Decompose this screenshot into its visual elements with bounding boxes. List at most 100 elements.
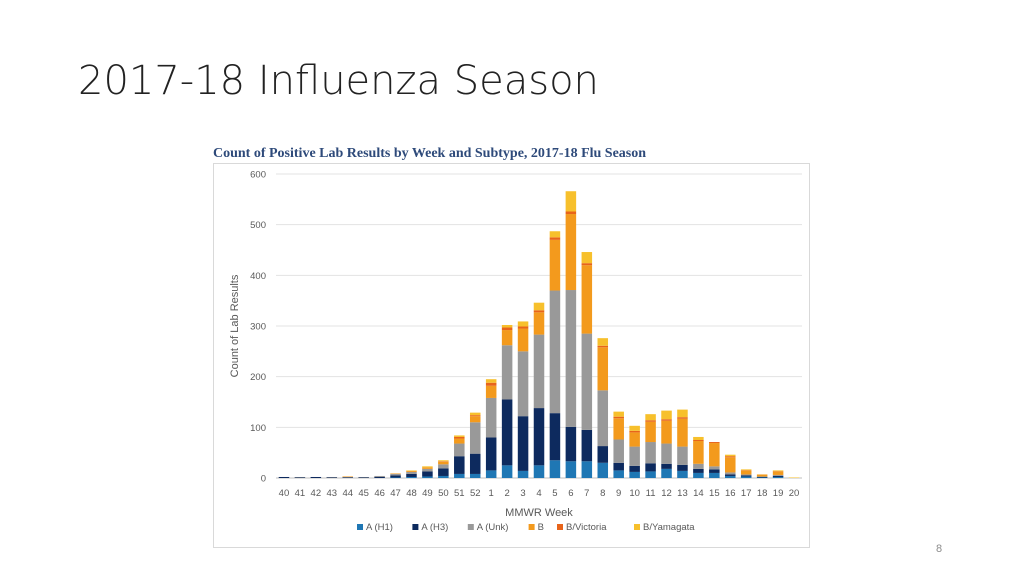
bar-segment	[517, 328, 529, 352]
x-tick-label: 13	[677, 488, 688, 499]
bar-segment	[629, 432, 640, 447]
bar-segment	[485, 397, 497, 438]
bar-segment	[565, 211, 577, 215]
bar-segment	[422, 471, 433, 477]
bar-segment	[454, 456, 465, 474]
bar-segment	[629, 446, 640, 466]
bar-segment	[438, 464, 449, 469]
legend-swatch	[528, 524, 535, 530]
bar-segment	[533, 312, 545, 335]
x-tick-label: 20	[789, 488, 800, 499]
bar-segment	[597, 446, 609, 463]
x-tick-label: 46	[374, 488, 385, 499]
legend-label: B	[538, 522, 544, 533]
bar-segment	[629, 465, 640, 472]
bar-segment	[549, 239, 561, 291]
bar-segment	[485, 385, 497, 398]
x-tick-label: 43	[327, 488, 338, 499]
bar-segment	[422, 468, 433, 472]
x-tick-label: 17	[741, 488, 752, 499]
bar-segment	[565, 191, 577, 212]
bar-segment	[533, 334, 545, 409]
y-tick-label: 600	[250, 170, 266, 181]
bar-segment	[565, 426, 577, 462]
x-tick-label: 1	[489, 488, 494, 499]
bar-segment	[485, 379, 497, 383]
bar-segment	[469, 422, 481, 454]
bar-segment	[406, 471, 417, 474]
bar-segment	[469, 473, 481, 478]
x-tick-label: 5	[552, 488, 557, 499]
bar-segment	[517, 351, 529, 417]
bar-segment	[438, 460, 449, 462]
bar-segment	[597, 462, 609, 478]
bar-segment	[406, 470, 417, 471]
bar-segment	[725, 457, 736, 473]
bar-segment	[454, 473, 465, 478]
bar-segment	[422, 467, 433, 469]
legend-label: A (Unk)	[477, 522, 509, 533]
bar-segment	[581, 252, 593, 264]
x-tick-label: 8	[600, 488, 605, 499]
bar-segment	[677, 446, 688, 465]
bar-segment	[358, 476, 369, 478]
x-tick-label: 49	[422, 488, 433, 499]
bar-segment	[677, 470, 688, 478]
bar-segment	[613, 411, 624, 417]
bar-segment	[517, 326, 529, 329]
bar-segment	[645, 420, 656, 422]
bar-segment	[390, 473, 401, 476]
bar-segment	[709, 443, 720, 467]
x-tick-label: 18	[757, 488, 768, 499]
x-tick-label: 19	[773, 488, 784, 499]
bar-segment	[565, 461, 577, 478]
x-tick-label: 42	[311, 488, 322, 499]
x-tick-label: 51	[454, 488, 465, 499]
bar-segment	[613, 416, 624, 419]
bar-segment	[581, 263, 593, 266]
y-tick-label: 0	[261, 474, 266, 485]
x-tick-label: 41	[295, 488, 306, 499]
x-tick-label: 2	[504, 488, 509, 499]
bar-segment	[661, 468, 672, 478]
bar-segment	[645, 421, 656, 443]
bar-segment	[629, 425, 640, 431]
bar-segment	[740, 474, 752, 476]
bar-segment	[390, 473, 401, 474]
x-tick-label: 16	[725, 488, 736, 499]
bar-segment	[501, 399, 513, 466]
x-tick-label: 11	[646, 488, 656, 499]
bar-segment	[725, 472, 736, 475]
legend-label: B/Yamagata	[643, 522, 695, 533]
bar-segment	[597, 338, 609, 346]
bar-segment	[533, 310, 545, 313]
bar-segment	[517, 321, 529, 327]
bar-segment	[390, 475, 401, 478]
bar-segment	[597, 390, 609, 447]
x-tick-label: 47	[390, 488, 401, 499]
bar-segment	[501, 345, 513, 400]
bar-segment	[485, 470, 497, 478]
x-tick-label: 10	[629, 488, 640, 499]
bar-segment	[645, 414, 656, 421]
bar-segment	[597, 345, 609, 348]
bar-segment	[422, 466, 433, 468]
x-tick-label: 9	[616, 488, 621, 499]
bar-segment	[326, 476, 338, 478]
bar-segment	[469, 412, 481, 416]
x-axis-title: MMWR Week	[505, 507, 573, 519]
y-tick-label: 300	[250, 322, 266, 333]
bar-segment	[485, 437, 497, 471]
bar-segment	[693, 441, 704, 464]
bar-segment	[358, 477, 369, 478]
bar-segment	[772, 470, 784, 472]
bar-segment	[501, 327, 513, 331]
bar-segment	[756, 474, 768, 477]
x-tick-label: 40	[279, 488, 290, 499]
bar-segment	[501, 330, 513, 346]
chart-frame: 0 100 200 300 400 500 600 40 41 42 43 44 45 46 47 48 49 5…	[213, 163, 810, 548]
x-tick-label: 4	[536, 488, 541, 499]
bar-segment	[645, 471, 656, 478]
bar-segment	[645, 442, 656, 464]
bar-segment	[390, 477, 401, 478]
